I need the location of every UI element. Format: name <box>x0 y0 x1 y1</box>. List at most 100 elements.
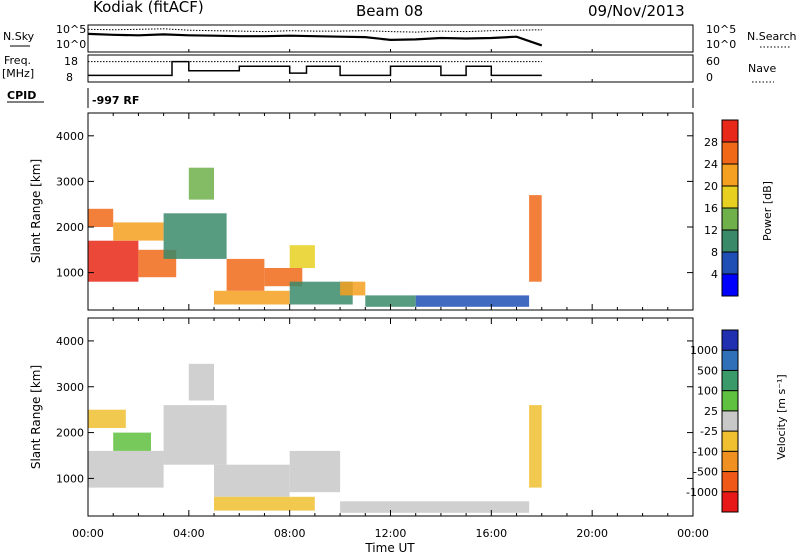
heatmap-cell <box>113 432 151 451</box>
power-colorbar-label: Power [dB] <box>761 181 774 241</box>
heatmap-cell <box>289 281 353 305</box>
time-axis-labels: 00:00 04:00 08:00 12:00 16:00 20:00 00:00 <box>72 527 709 540</box>
velocity-heatmap <box>88 363 542 513</box>
colorbar-tick-label: 100 <box>697 385 718 398</box>
y-tick-label: 2000 <box>56 427 84 440</box>
colorbar-tick-label: 1000 <box>690 344 718 357</box>
nave-tick-bottom: 0 <box>706 71 713 84</box>
nave-tick-top: 60 <box>706 55 720 68</box>
nsky-label: N.Sky <box>3 30 35 43</box>
colorbar-tick-label: 20 <box>704 180 718 193</box>
heatmap-cell <box>113 222 164 241</box>
power-ylabel: Slant Range [km] <box>29 159 43 263</box>
colorbar-tick-label: -100 <box>693 445 718 458</box>
x-tick-label: 16:00 <box>475 527 507 540</box>
colorbar-tick-label: -25 <box>700 425 718 438</box>
heatmap-cell <box>264 268 303 287</box>
y-tick-label: 4000 <box>56 335 84 348</box>
nave-label: Nave <box>748 62 776 75</box>
colorbar-tick-label: 25 <box>704 405 718 418</box>
velocity-ylabel: Slant Range [km] <box>29 365 43 469</box>
colorbar-swatch <box>722 350 738 371</box>
colorbar-swatch <box>722 370 738 391</box>
colorbar-swatch <box>722 252 738 275</box>
heatmap-cell <box>214 290 290 305</box>
freq-tick-bottom: 8 <box>66 71 73 84</box>
y-tick-label: 3000 <box>56 381 84 394</box>
colorbar-swatch <box>722 330 738 351</box>
nsky-tick-bottom: 10^0 <box>56 38 86 51</box>
colorbar-tick-label: 8 <box>711 246 718 259</box>
colorbar-swatch <box>722 164 738 187</box>
power-x-axis <box>87 49 694 310</box>
x-tick-label: 04:00 <box>173 527 205 540</box>
nsearch-label: N.Search <box>747 30 797 43</box>
colorbar-swatch <box>722 186 738 209</box>
heatmap-cell <box>415 295 530 307</box>
power-panel-frame <box>87 112 694 311</box>
nsearch-tick-top: 10^5 <box>706 23 736 36</box>
cpid-value: -997 RF <box>92 94 139 107</box>
y-tick-label: 1000 <box>56 472 84 485</box>
colorbar-tick-label: 500 <box>697 364 718 377</box>
colorbar-tick-label: 24 <box>704 158 718 171</box>
power-y-axis: 1000 2000 3000 4000 <box>56 130 693 280</box>
colorbar-swatch <box>722 230 738 253</box>
heatmap-cell <box>88 240 139 282</box>
nsearch-series-line <box>87 28 542 33</box>
heatmap-cell <box>163 405 227 465</box>
x-tick-label: 20:00 <box>576 527 608 540</box>
velocity-colorbar-label: Velocity [m s⁻¹] <box>775 374 788 459</box>
nsky-panel-frame <box>87 24 694 53</box>
colorbar-swatch <box>722 120 738 143</box>
y-tick-label: 3000 <box>56 175 84 188</box>
heatmap-cell <box>529 195 542 282</box>
colorbar-swatch <box>722 471 738 493</box>
cpid-label: CPID <box>7 89 36 102</box>
heatmap-cell <box>365 295 416 307</box>
velocity-x-axis <box>87 318 694 516</box>
y-tick-label: 4000 <box>56 130 84 143</box>
y-tick-label: 1000 <box>56 267 84 280</box>
colorbar-tick-label: 12 <box>704 224 718 237</box>
nsky-series-line <box>87 32 543 47</box>
power-heatmap <box>88 167 542 307</box>
heatmap-cell <box>88 450 164 488</box>
date-label: 09/Nov/2013 <box>588 2 685 20</box>
heatmap-cell <box>529 405 542 488</box>
colorbar-swatch <box>722 410 738 432</box>
colorbar-swatch <box>722 142 738 165</box>
colorbar-tick-label: -500 <box>693 466 718 479</box>
colorbar-swatch <box>722 208 738 231</box>
heatmap-cell <box>214 464 290 497</box>
heatmap-cell <box>340 501 530 513</box>
heatmap-cell <box>88 208 114 227</box>
power-colorbar: 4 8 12 16 20 24 28 <box>704 119 739 297</box>
colorbar-tick-label: 16 <box>704 202 718 215</box>
x-tick-label: 00:00 <box>677 527 709 540</box>
colorbar-swatch <box>722 390 738 412</box>
x-tick-label: 00:00 <box>72 527 104 540</box>
colorbar-tick-label: 28 <box>704 136 718 149</box>
heatmap-cell <box>88 409 126 428</box>
heatmap-cell <box>188 363 214 401</box>
colorbar-swatch <box>722 451 738 472</box>
heatmap-cell <box>289 450 341 493</box>
x-tick-label: 12:00 <box>375 527 407 540</box>
colorbar-swatch <box>722 274 738 297</box>
nsearch-tick-bottom: 10^0 <box>706 38 736 51</box>
beam-label: Beam 08 <box>356 2 423 20</box>
colorbar-swatch <box>722 431 738 452</box>
nsky-tick-top: 10^5 <box>56 23 86 36</box>
colorbar-tick-label: -1000 <box>686 486 718 499</box>
heatmap-cell <box>163 213 227 259</box>
velocity-colorbar: -1000 -500 -100 -25 25 100 500 1000 <box>686 329 739 513</box>
colorbar-tick-label: 4 <box>711 268 718 281</box>
heatmap-cell <box>214 496 315 511</box>
colorbar-frame <box>721 329 739 513</box>
y-tick-label: 2000 <box>56 221 84 234</box>
station-title: Kodiak (fitACF) <box>93 0 204 16</box>
freq-tick-top: 18 <box>64 55 78 68</box>
freq-unit: [MHz] <box>2 67 34 80</box>
